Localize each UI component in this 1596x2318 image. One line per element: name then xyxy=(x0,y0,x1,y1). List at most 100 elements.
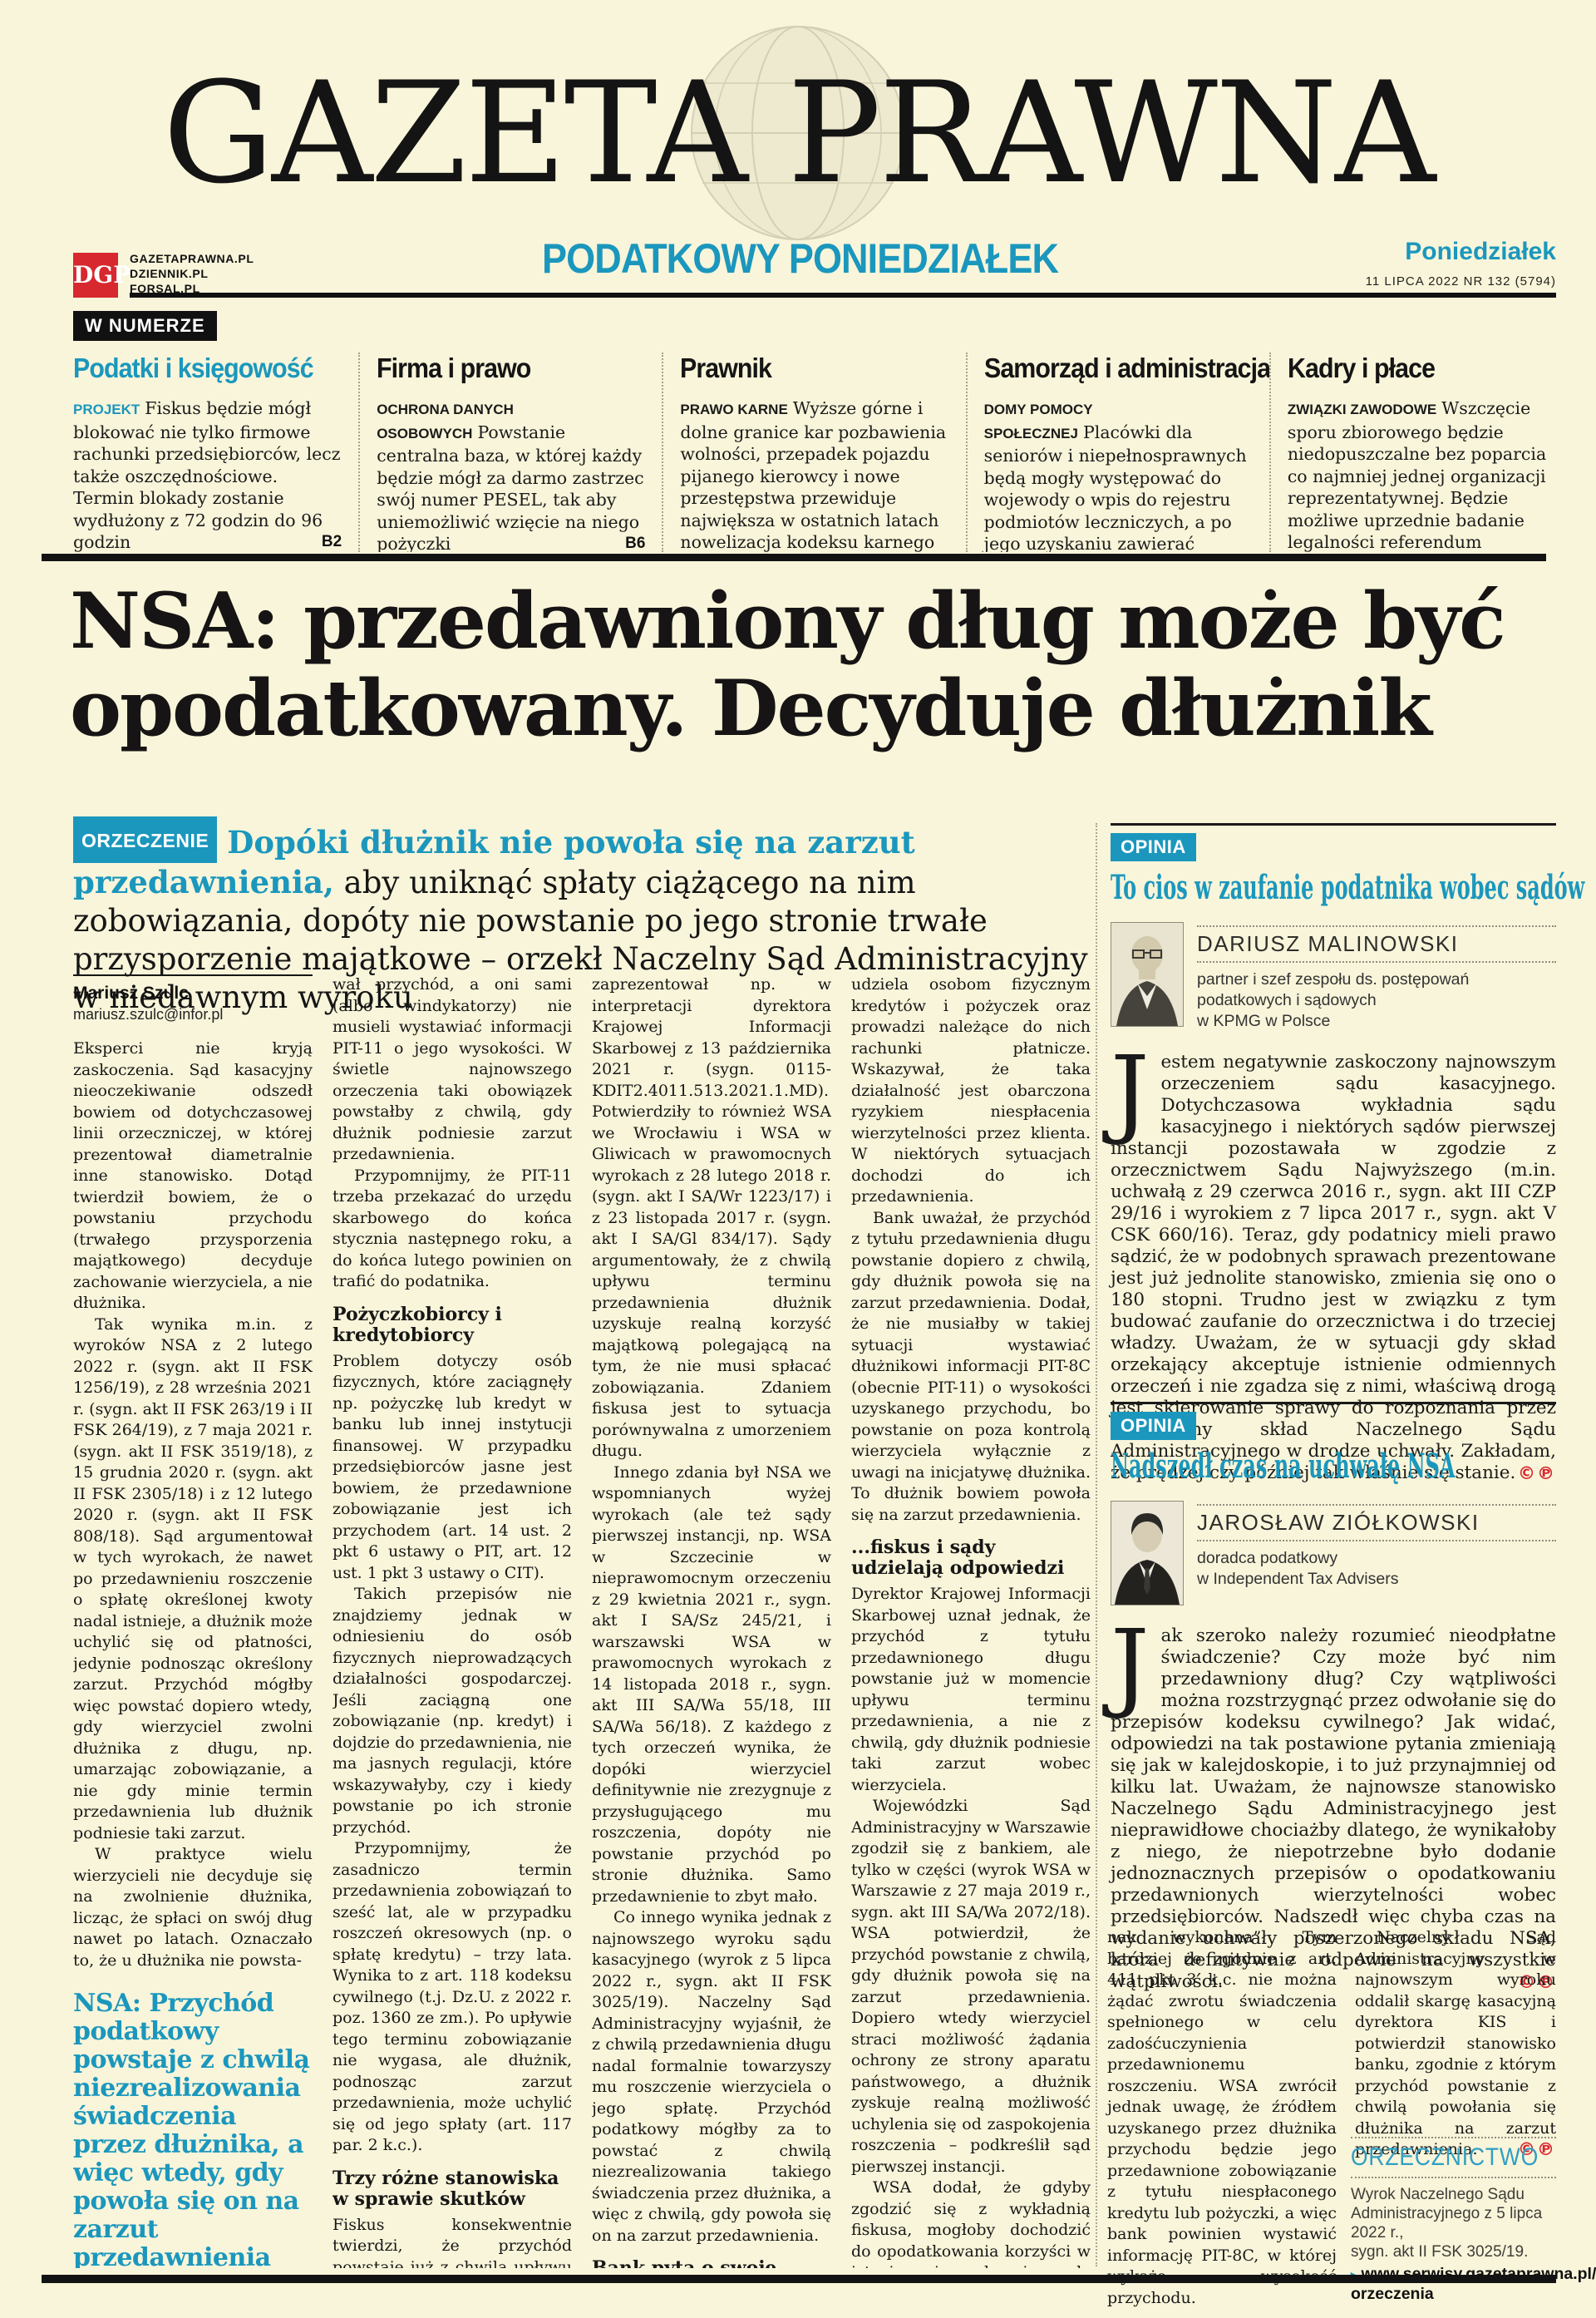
article-paragraph: Dyrektor Krajowej Informacji Skarbowej u… xyxy=(851,1585,1091,1794)
section-teaser-samorzad: Samorząd i administracja DOMY POMOCY SPO… xyxy=(965,353,1269,552)
section-title: Samorząd i administracja xyxy=(983,353,1269,383)
author-portrait-icon xyxy=(1111,923,1183,1026)
article-column-1: Mariusz Szulc mariusz.szulc@infor.pl Eks… xyxy=(73,974,313,2268)
dgp-logo: DGP xyxy=(73,253,131,298)
author-name: DARIUSZ MALINOWSKI xyxy=(1197,931,1459,956)
in-this-issue-strip: Podatki i księgowość PROJEKT Fiskus będzi… xyxy=(73,353,1556,552)
pull-quote: NSA: Przychód podatkowy powstaje z chwil… xyxy=(73,1989,310,2269)
rail-divider xyxy=(1096,823,1097,2266)
article-paragraph: Przypomnijmy, że zasadniczo termin przed… xyxy=(332,1839,572,2154)
byline-email[interactable]: mariusz.szulc@infor.pl xyxy=(73,1005,224,1023)
author-role: doradca podatkowy w Independent Tax Advi… xyxy=(1197,1549,1399,1588)
section-title: Podatki i księgowość xyxy=(73,353,314,383)
weekday-label: Poniedziałek xyxy=(1405,238,1556,265)
article-paragraph: wał przychód, a oni sami (albo windykato… xyxy=(332,975,572,1163)
article-paragraph: Problem dotyczy osób fizycznych, które z… xyxy=(332,1351,572,1582)
page-ref: B6 xyxy=(625,535,646,552)
article-subhead: Trzy różne stanowiska w sprawie skutków xyxy=(332,2167,559,2210)
page-ref: B2 xyxy=(321,533,342,550)
article-paragraph: Naczelny Sąd Administracyjny w najnowszy… xyxy=(1355,1928,1556,2158)
article-subhead: ...fiskus i sądy udzielają odpowiedzi xyxy=(851,1536,1065,1579)
opinion-title: Nadszedł czas na uchwałę NSA xyxy=(1111,1447,1456,1486)
article-continuation-left: nak wykonana”. Tym bardziej że zgodnie z… xyxy=(1107,1927,1337,2309)
dotted-rule xyxy=(1197,961,1556,963)
site-link[interactable]: GAZETAPRAWNA.PL xyxy=(130,252,254,265)
publisher-sites: GAZETAPRAWNA.PL DZIENNIK.PL FORSAL.PL xyxy=(130,251,254,296)
section-kicker: OCHRONA DANYCH OSOBOWYCH xyxy=(377,402,514,441)
site-link[interactable]: DZIENNIK.PL xyxy=(130,267,209,280)
author-name: JAROSŁAW ZIÓŁKOWSKI xyxy=(1197,1510,1480,1535)
author-info: DARIUSZ MALINOWSKI partner i szef zespoł… xyxy=(1197,922,1556,1032)
article-column-4: udziela osobom fizycznym kredytów i poży… xyxy=(851,974,1091,2268)
dotted-rule xyxy=(1197,925,1556,927)
ruling-source: Wyrok Naczelnego Sądu Administracyjnego … xyxy=(1351,2186,1543,2261)
page-bottom-rule xyxy=(42,2275,1556,2283)
copyright-mark: ©℗ xyxy=(1518,1972,1556,1992)
article-paragraph: Fiskus konsekwentnie twierdzi, że przych… xyxy=(332,2215,572,2269)
site-link[interactable]: FORSAL.PL xyxy=(130,282,200,295)
section-teaser-text: OCHRONA DANYCH OSOBOWYCH Powstanie centra… xyxy=(377,397,645,552)
main-headline: NSA: przedawniony dług może być opodatko… xyxy=(70,575,1506,754)
opinion-title: To cios w zaufanie podatnika wobec sądów xyxy=(1111,868,1585,907)
section-teaser-text: PRAWO KARNE Wyższe górne i dolne granice … xyxy=(680,398,947,552)
article-subhead: Pożyczkobiorcy i kredytobiorcy xyxy=(332,1303,502,1346)
article-paragraph: Co innego wynika jednak z najnowszego wy… xyxy=(592,1908,831,2245)
masthead-rule xyxy=(130,293,1556,298)
lead-highlight: Dopóki dłużnik nie powoła się na zarzut … xyxy=(73,824,915,900)
article-subhead: Bank pyta o swoje obowiązki... xyxy=(592,2257,777,2269)
opinion-box-1: OPINIA To cios w zaufanie podatnika wobe… xyxy=(1111,823,1585,1484)
section-kicker: PRAWO KARNE xyxy=(680,402,788,417)
byline-author: Mariusz Szulc xyxy=(73,984,189,1003)
article-paragraph: W praktyce wielu wierzycieli nie decyduj… xyxy=(73,1845,313,1970)
section-teaser-prawnik: Prawnik PRAWO KARNE Wyższe górne i dolne … xyxy=(662,353,965,552)
article-paragraph: nak wykonana”. Tym bardziej że zgodnie z… xyxy=(1107,1928,1337,2307)
section-kicker: PROJEKT xyxy=(73,402,140,417)
section-divider-rule xyxy=(42,554,1546,561)
article-column-2: wał przychód, a oni sami (albo windykato… xyxy=(332,974,572,2268)
opinion-box-2: OPINIA Nadszedł czas na uchwałę NSA JARO… xyxy=(1111,1402,1556,1993)
newspaper-title: GAZETA PRAWNA xyxy=(162,52,1436,215)
byline-rule xyxy=(73,974,313,976)
article-paragraph: Bank uważał, że przychód z tytułu przeda… xyxy=(851,1208,1091,1524)
drop-cap: J xyxy=(1111,1036,1150,1148)
section-teaser-firma: Firma i prawo OCHRONA DANYCH OSOBOWYCH Po… xyxy=(358,353,662,552)
ruling-link[interactable]: ▸www.serwisy.gazetaprawna.pl/orzeczenia xyxy=(1351,2265,1596,2303)
opinion-rule xyxy=(1111,1402,1556,1404)
opinion-author-block: JAROSŁAW ZIÓŁKOWSKI doradca podatkowy w … xyxy=(1111,1501,1556,1605)
section-kicker: DOMY POMOCY SPOŁECZNEJ xyxy=(983,402,1093,441)
opinion-kicker-badge: OPINIA xyxy=(1111,1412,1196,1440)
author-photo xyxy=(1111,1501,1184,1605)
section-title: Prawnik xyxy=(680,353,772,383)
dotted-rule xyxy=(1197,1540,1556,1541)
article-paragraph: Innego zdania był NSA we wspomnianych wy… xyxy=(592,1462,831,1906)
article-paragraph: WSA dodał, że gdyby zgodzić się z wykład… xyxy=(851,2178,1091,2268)
section-title: Firma i prawo xyxy=(377,353,531,383)
dotted-rule xyxy=(1351,2137,1556,2138)
dotted-rule xyxy=(1197,1504,1556,1506)
in-this-issue-label: W NUMERZE xyxy=(73,311,217,341)
opinion-rule xyxy=(1111,823,1556,826)
author-info: JAROSŁAW ZIÓŁKOWSKI doradca podatkowy w … xyxy=(1197,1501,1556,1605)
author-portrait-icon xyxy=(1111,1502,1183,1605)
article-paragraph: Przypomnijmy, że PIT-11 trzeba przekazać… xyxy=(332,1166,572,1291)
article-paragraph: Tak wynika m.in. z wyroków NSA z 2 luteg… xyxy=(73,1314,313,1842)
opinion-kicker-badge: OPINIA xyxy=(1111,833,1196,861)
article-paragraph: Eksperci nie kryją zaskoczenia. Sąd kasa… xyxy=(73,1039,313,1312)
article-paragraph: zaprezentował np. w interpretacji dyrekt… xyxy=(592,975,831,1460)
copyright-mark: ©℗ xyxy=(1518,2138,1556,2159)
section-teaser-text: ZWIĄZKI ZAWODOWE Wszczęcie sporu zbiorowe… xyxy=(1287,398,1547,552)
section-teaser-text: DOMY POMOCY SPOŁECZNEJ Placówki dla senio… xyxy=(983,402,1247,552)
article-paragraph: Wojewódzki Sąd Administracyjny w Warszaw… xyxy=(851,1797,1091,2176)
section-title: Kadry i płace xyxy=(1287,353,1436,383)
section-teaser-kadry: Kadry i płace ZWIĄZKI ZAWODOWE Wszczęcie … xyxy=(1268,353,1556,552)
ruling-reference-box: ORZECZNICTWO Wyrok Naczelnego Sądu Admin… xyxy=(1351,2133,1596,2304)
edition-subtitle: PODATKOWY PONIEDZIAŁEK xyxy=(542,235,1059,282)
issue-date: 11 LIPCA 2022 NR 132 (5794) xyxy=(1365,274,1556,289)
opinion-author-block: DARIUSZ MALINOWSKI partner i szef zespoł… xyxy=(1111,922,1556,1032)
copyright-mark: ©℗ xyxy=(1518,1463,1556,1483)
globe-watermark-icon xyxy=(691,26,905,240)
lead-text: aby uniknąć spłaty ciążącego na nim zobo… xyxy=(73,865,1088,1015)
